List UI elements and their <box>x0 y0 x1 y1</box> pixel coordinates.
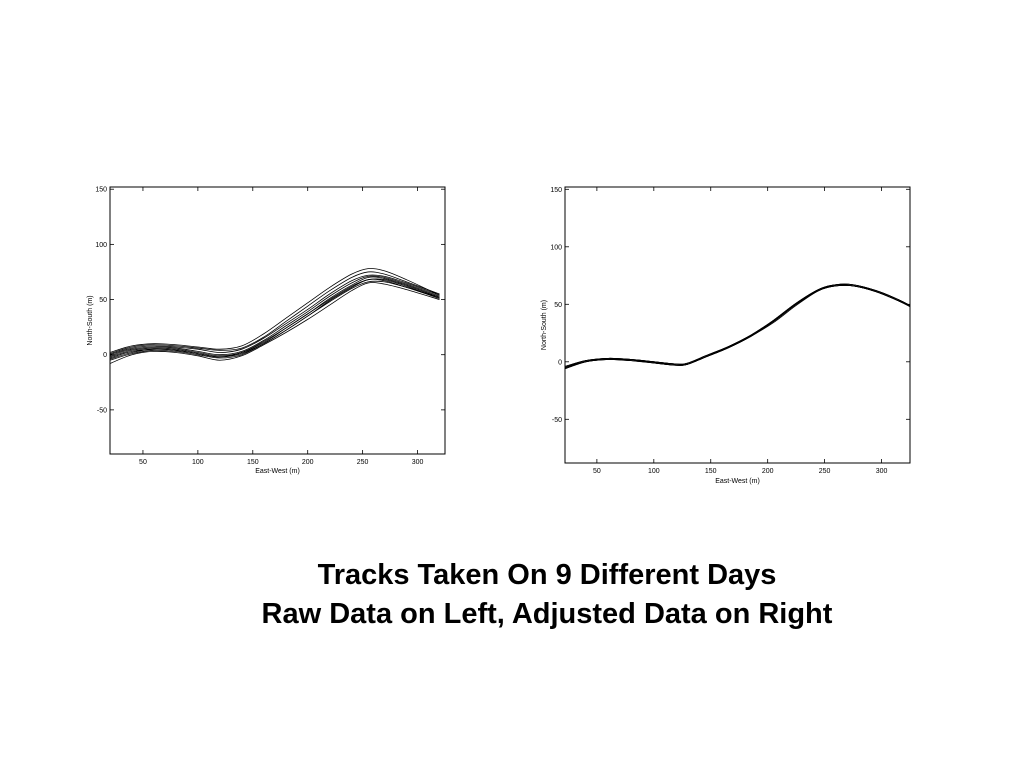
chart-adjusted-yticks: -50 0 50 100 150 <box>550 187 910 424</box>
chart-raw-ytick-label: 100 <box>95 242 107 249</box>
chart-adjusted-xlabel: East-West (m) <box>715 478 760 485</box>
caption-line-2: Raw Data on Left, Adjusted Data on Right <box>261 598 833 630</box>
chart-adjusted-ytick-label: 50 <box>554 302 562 309</box>
chart-raw-xlabel: East-West (m) <box>255 468 300 475</box>
chart-raw-series-6 <box>109 278 440 358</box>
chart-raw-xtick-label: 100 <box>192 459 204 466</box>
chart-raw-ylabel: North-South (m) <box>87 295 94 345</box>
chart-raw-xtick-label: 300 <box>412 459 424 466</box>
chart-raw-ytick-label: 50 <box>99 297 107 304</box>
chart-adjusted-lines <box>564 283 911 370</box>
chart-raw-ytick-label: 150 <box>95 187 107 194</box>
chart-adjusted-xtick-label: 200 <box>762 468 774 475</box>
chart-adjusted-xtick-label: 50 <box>593 468 601 475</box>
chart-adjusted-ytick-label: -50 <box>552 417 562 424</box>
chart-adjusted-xticks: 50 100 150 200 250 300 <box>593 187 887 475</box>
chart-raw-xtick-label: 200 <box>302 459 314 466</box>
chart-adjusted: 50 100 150 200 250 300 -50 0 50 100 150 East-West… <box>541 186 911 485</box>
chart-adjusted-xtick-label: 100 <box>648 468 660 475</box>
chart-raw-series-7 <box>109 271 440 354</box>
chart-raw-series-8 <box>109 268 440 353</box>
chart-adjusted-series-8 <box>564 284 911 368</box>
chart-raw-ytick-label: -50 <box>97 407 107 414</box>
caption-line-1: Tracks Taken On 9 Different Days <box>317 559 777 591</box>
chart-raw-xtick-label: 50 <box>139 459 147 466</box>
chart-raw-series-1 <box>109 282 440 364</box>
chart-adjusted-ylabel: North-South (m) <box>541 300 548 350</box>
chart-raw-series-9 <box>109 280 440 360</box>
chart-raw-frame <box>109 186 446 455</box>
chart-adjusted-ytick-label: 0 <box>558 359 562 366</box>
chart-adjusted-series-9 <box>564 283 911 370</box>
chart-raw-ytick-label: 0 <box>103 352 107 359</box>
chart-adjusted-xtick-label: 300 <box>876 468 888 475</box>
chart-raw-xtick-label: 250 <box>357 459 369 466</box>
chart-adjusted-xtick-label: 250 <box>819 468 831 475</box>
chart-raw-series-4 <box>109 275 440 357</box>
chart-adjusted-frame <box>564 186 911 464</box>
chart-adjusted-xtick-label: 150 <box>705 468 717 475</box>
chart-raw-yticks: -50 0 50 100 150 <box>95 187 445 414</box>
chart-raw-series-5 <box>109 274 440 356</box>
chart-raw: 50 100 150 200 250 300 -50 0 50 100 150 East-West… <box>87 186 446 475</box>
chart-adjusted-ytick-label: 100 <box>550 244 562 251</box>
chart-raw-xtick-label: 150 <box>247 459 259 466</box>
chart-raw-xticks: 50 100 150 200 250 300 <box>139 187 423 466</box>
chart-adjusted-ytick-label: 150 <box>550 187 562 194</box>
chart-raw-lines <box>109 268 440 364</box>
